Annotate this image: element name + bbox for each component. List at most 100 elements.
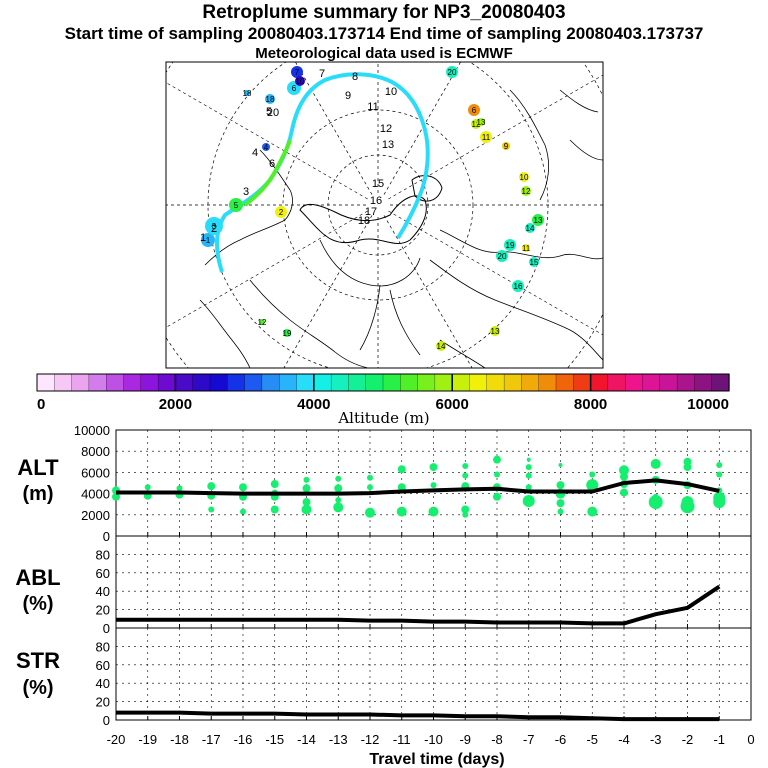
cluster-marker [512,280,524,292]
abl-fraction-line [116,584,721,626]
altitude-point [620,472,628,481]
y-tick-label: 80 [96,639,110,654]
polar-map: 2061213119101213141920111516141319121813… [165,61,604,369]
cluster-marker [502,142,510,150]
colorbar-swatch [140,373,159,392]
colorbar-swatch [348,373,367,392]
x-tick-label: -12 [361,732,380,747]
colorbar-tick-label: 0 [37,396,45,413]
abl-panel-label: ABL [15,565,60,590]
colorbar-swatch [279,373,298,392]
map-day-label: 5 [266,106,272,118]
map-graticule [166,62,603,368]
altitude-point [396,506,407,517]
colorbar-tick-label: 4000 [297,396,330,413]
cluster-marker [275,206,287,218]
colorbar-swatch [434,373,453,392]
map-day-label: 4 [252,147,258,159]
cluster-marker-label: 19 [283,329,292,338]
colorbar-swatch [192,373,211,392]
altitude-point [428,506,439,517]
cluster-marker-label: 10 [296,77,305,86]
map-day-label: 20 [267,107,279,119]
altitude-point [112,492,120,501]
y-tick-label: 20 [96,603,110,618]
altitude-point [335,496,342,503]
time-series-panels: 1000080006000400020000806040200806040200… [74,423,755,747]
cluster-marker [244,90,250,96]
colorbar-swatch [625,373,644,392]
cluster-marker [283,329,291,337]
map-day-label: 16 [370,195,382,207]
altitude-point [303,476,310,483]
y-tick-label: 0 [103,713,110,728]
x-tick-label: -14 [297,732,316,747]
altitude-point [301,504,312,515]
map-day-label: 11 [367,101,378,113]
cluster-marker-label: 14 [437,342,446,351]
cluster-marker-label: 18 [266,95,275,104]
x-tick-label: -20 [107,732,126,747]
cluster-marker-label: 14 [526,224,535,233]
cluster-marker [521,186,531,196]
cluster-marker [446,66,458,78]
cluster-marker [525,223,535,233]
colorbar-swatch [400,373,419,392]
altitude-point [716,471,723,478]
colorbar-swatch [36,373,55,392]
cluster-marker-label: 19 [506,241,515,250]
altitude-point [526,457,531,462]
cluster-marker-label: 3 [212,222,217,231]
altitude-point [333,502,344,513]
colorbar-swatch [503,373,523,392]
cluster-marker-label: 2 [279,208,284,217]
cluster-marker-label: 12 [258,318,267,327]
altitude-point [462,511,469,518]
altitude-point [556,481,565,490]
altitude-point [207,482,216,491]
colorbar-tick-label: 6000 [436,396,469,413]
y-tick-label: 10000 [74,423,110,438]
x-tick-label: -13 [329,732,348,747]
page-title: Retroplume summary for NP3_20080403 [202,2,566,23]
colorbar-swatch [538,373,557,392]
cluster-marker [436,341,446,351]
cluster-marker-label: 15 [530,258,539,267]
cluster-marker [480,131,492,143]
map-day-label: 2 [211,223,217,235]
altitude-point [648,495,663,510]
cluster-marker-label: 7 [295,68,300,77]
colorbar-swatch [365,373,384,392]
cluster-marker [262,143,270,151]
altitude-point [683,463,692,472]
altitude-point [144,484,151,491]
map-day-label: 7 [319,68,325,80]
colorbar-swatch [88,373,107,392]
map-day-label: 18 [358,215,370,227]
colorbar-swatch [313,373,332,392]
colorbar-tick-label: 2000 [159,396,192,413]
cluster-marker [295,76,305,86]
colorbar-tick-label: 8000 [574,396,607,413]
altitude-point [525,472,532,479]
abl-panel-unit: (%) [22,593,53,615]
x-tick-label: -15 [265,732,284,747]
colorbar-swatch [54,373,73,392]
meridian-line [388,74,603,200]
colorbar-swatch [157,373,177,392]
colorbar-swatch [227,373,246,392]
colorbar-label: Altitude (m) [337,409,429,427]
altitude-point [429,463,438,472]
cluster-marker [477,118,485,126]
colorbar-swatch [106,373,125,392]
x-tick-label: -3 [650,732,662,747]
cluster-marker [259,319,265,325]
altitude-point [367,474,373,481]
altitude-colorbar: 0 2000 4000 6000 8000 10000 [36,373,730,413]
map-day-label: 13 [382,139,394,151]
colorbar-swatch [175,373,194,392]
altitude-point [586,479,599,492]
colorbar-swatch [573,373,592,392]
x-tick-label: -1 [713,732,725,747]
